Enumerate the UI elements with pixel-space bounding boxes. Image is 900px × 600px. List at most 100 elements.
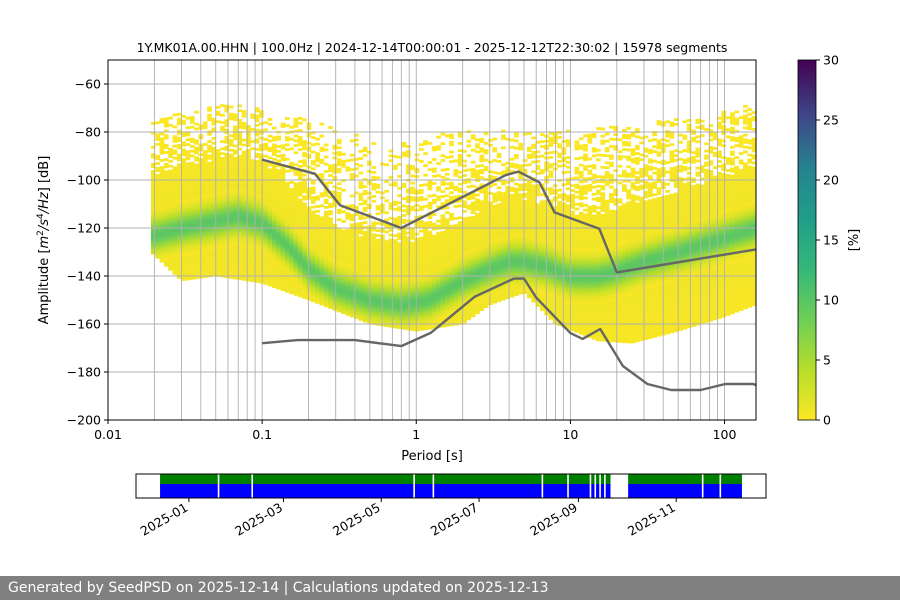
heatmap-cell [328,236,333,240]
heatmap-cell [384,276,390,279]
heatmap-cell [310,181,316,185]
heatmap-cell [354,246,359,250]
heatmap-cell [418,320,424,324]
heatmap-cell [237,255,243,259]
heatmap-cell [457,233,463,237]
heatmap-cell [181,278,186,281]
heatmap-cell [246,132,251,136]
heatmap-cell [423,262,428,266]
heatmap-cell [302,202,307,206]
heatmap-cell [185,236,191,240]
heatmap-cell [531,186,536,190]
heatmap-cell [496,217,502,221]
heatmap-cell [150,177,156,181]
heatmap-cell [488,280,493,284]
heatmap-cell [163,203,169,207]
heatmap-cell [224,200,230,204]
heatmap-cell [397,285,403,289]
heatmap-cell [172,187,178,191]
heatmap-cell [263,186,269,189]
heatmap-cell [371,307,377,311]
heatmap-cell [224,210,230,214]
heatmap-cell [513,269,519,272]
heatmap-cell [535,265,541,269]
heatmap-cell [518,243,524,247]
heatmap-cell [483,281,489,284]
heatmap-cell [220,236,225,240]
heatmap-cell [168,217,173,221]
heatmap-cell [215,233,221,236]
heatmap-cell [202,162,208,166]
heatmap-cell [518,202,524,206]
heatmap-cell [349,158,355,162]
heatmap-cell [328,262,333,266]
heatmap-cell [315,277,320,280]
heatmap-cell [297,236,303,240]
heatmap-cell [531,136,536,140]
heatmap-cell [254,162,260,166]
heatmap-cell [220,128,225,132]
heatmap-cell [241,179,247,183]
heatmap-cell [163,244,169,248]
heatmap-cell [466,286,472,289]
heatmap-cell [427,204,433,208]
heatmap-cell [194,269,199,272]
heatmap-cell [444,223,450,227]
heatmap-cell [176,264,182,267]
heatmap-cell [509,289,515,293]
heatmap-cell [185,164,191,168]
heatmap-cell [276,272,282,276]
heatmap-cell [150,234,156,238]
heatmap-cell [505,245,511,249]
heatmap-cell [440,175,446,179]
heatmap-cell [310,282,316,286]
heatmap-cell [440,216,446,220]
heatmap-cell [328,306,333,309]
heatmap-cell [392,284,398,288]
heatmap-cell [405,291,411,295]
heatmap-cell [531,153,536,157]
heatmap-cell [518,286,524,290]
heatmap-cell [246,125,251,128]
heatmap-cell [194,264,199,268]
heatmap-cell [440,202,446,206]
heatmap-cell [250,233,256,237]
heatmap-cell [168,147,173,151]
heatmap-cell [531,266,536,269]
heatmap-cell [293,206,299,210]
heatmap-cell [172,156,178,160]
heatmap-cell [293,218,299,222]
heatmap-cell [328,260,333,264]
heatmap-cell [194,173,199,176]
heatmap-cell [332,231,338,234]
heatmap-cell [310,287,316,291]
heatmap-cell [457,281,463,285]
heatmap-cell [513,290,519,294]
heatmap-cell [392,299,398,302]
heatmap-cell [224,215,230,219]
heatmap-cell [181,261,186,265]
heatmap-cell [259,251,264,255]
heatmap-cell [453,277,459,280]
heatmap-cell [241,172,247,176]
heatmap-cell [289,217,294,220]
heatmap-cell [310,292,316,295]
heatmap-cell [310,263,316,267]
heatmap-cell [228,249,234,253]
heatmap-cell [280,225,286,229]
heatmap-cell [367,311,372,315]
heatmap-cell [267,218,273,222]
heatmap-cell [280,122,286,126]
heatmap-cell [224,186,230,190]
heatmap-cell [418,260,424,264]
heatmap-cell [293,220,299,224]
heatmap-cell [302,262,307,266]
heatmap-cell [302,276,307,280]
heatmap-cell [246,149,251,152]
heatmap-cell [181,191,186,195]
heatmap-cell [436,135,441,139]
heatmap-cell [246,235,251,239]
heatmap-cell [155,222,161,225]
heatmap-cell [220,248,225,252]
heatmap-cell [423,255,428,259]
